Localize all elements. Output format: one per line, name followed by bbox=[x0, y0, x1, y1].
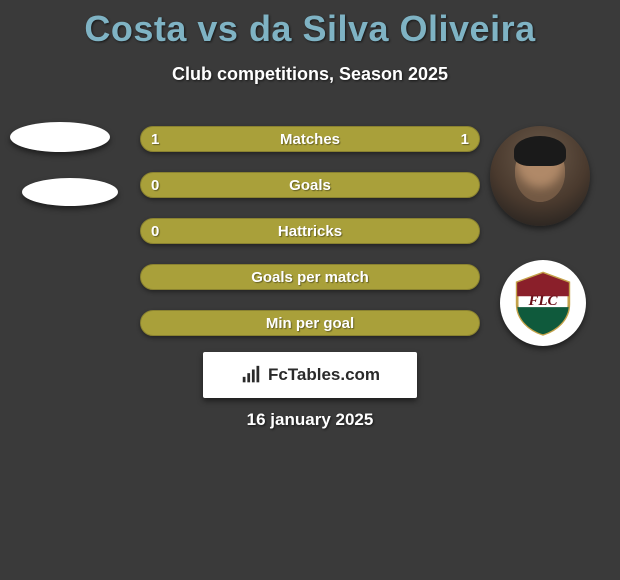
stat-row-min-per-goal: Min per goal bbox=[140, 310, 480, 336]
stat-row-goals-per-match: Goals per match bbox=[140, 264, 480, 290]
stat-label: Hattricks bbox=[141, 219, 479, 243]
date-text: 16 january 2025 bbox=[0, 410, 620, 430]
stat-label: Matches bbox=[141, 127, 479, 151]
subtitle: Club competitions, Season 2025 bbox=[0, 64, 620, 85]
left-player-avatar bbox=[10, 122, 110, 152]
stats-container: 1 Matches 1 0 Goals 0 Hattricks Goals pe… bbox=[140, 126, 480, 356]
shield-icon: FLC bbox=[509, 269, 577, 337]
stat-row-hattricks: 0 Hattricks bbox=[140, 218, 480, 244]
team-monogram: FLC bbox=[527, 293, 558, 309]
source-badge-text: FcTables.com bbox=[268, 365, 380, 385]
bar-chart-icon bbox=[240, 364, 262, 386]
stat-label: Goals bbox=[141, 173, 479, 197]
source-badge: FcTables.com bbox=[203, 352, 417, 398]
right-player-avatar bbox=[490, 126, 590, 226]
stat-label: Goals per match bbox=[141, 265, 479, 289]
left-team-badge bbox=[22, 178, 118, 206]
stat-row-goals: 0 Goals bbox=[140, 172, 480, 198]
page-title: Costa vs da Silva Oliveira bbox=[0, 0, 620, 50]
stat-row-matches: 1 Matches 1 bbox=[140, 126, 480, 152]
stat-label: Min per goal bbox=[141, 311, 479, 335]
stat-right-value: 1 bbox=[461, 127, 469, 151]
right-team-badge: FLC bbox=[500, 260, 586, 346]
